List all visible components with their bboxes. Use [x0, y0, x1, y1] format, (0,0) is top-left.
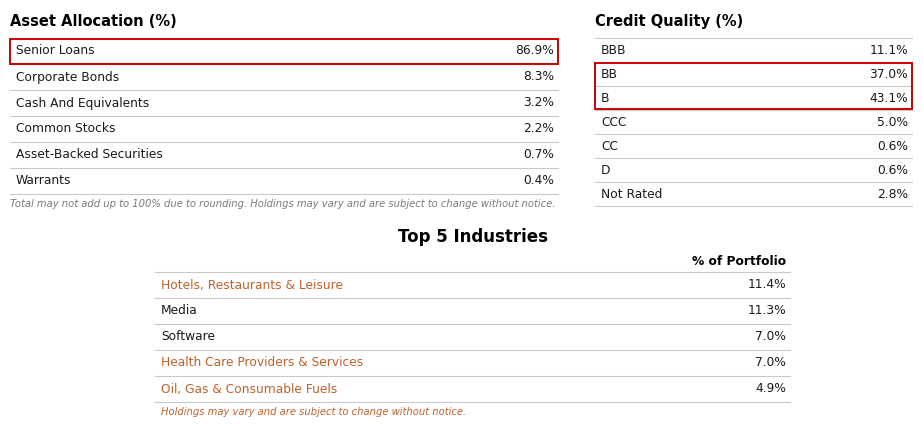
Text: Cash And Equivalents: Cash And Equivalents [16, 97, 150, 109]
Text: 11.3%: 11.3% [748, 304, 786, 318]
Text: Holdings may vary and are subject to change without notice.: Holdings may vary and are subject to cha… [161, 407, 466, 417]
Text: Warrants: Warrants [16, 175, 71, 187]
Text: Senior Loans: Senior Loans [16, 45, 95, 58]
Text: 0.7%: 0.7% [523, 148, 554, 162]
Text: Credit Quality (%): Credit Quality (%) [595, 14, 743, 29]
Text: 2.2%: 2.2% [523, 123, 554, 136]
Text: Corporate Bonds: Corporate Bonds [16, 70, 119, 84]
Bar [595, 63, 912, 109]
Text: 0.6%: 0.6% [877, 164, 908, 176]
Text: BBB: BBB [601, 44, 627, 56]
Text: 0.6%: 0.6% [877, 139, 908, 153]
Bar [10, 39, 558, 64]
Text: Software: Software [161, 330, 215, 343]
Text: Health Care Providers & Services: Health Care Providers & Services [161, 357, 364, 369]
Text: Oil, Gas & Consumable Fuels: Oil, Gas & Consumable Fuels [161, 382, 337, 396]
Text: 43.1%: 43.1% [869, 92, 908, 104]
Text: Asset Allocation (%): Asset Allocation (%) [10, 14, 176, 29]
Text: CCC: CCC [601, 115, 627, 128]
Text: Asset-Backed Securities: Asset-Backed Securities [16, 148, 162, 162]
Text: 3.2%: 3.2% [523, 97, 554, 109]
Text: 37.0%: 37.0% [869, 67, 908, 81]
Text: 2.8%: 2.8% [877, 187, 908, 201]
Text: 11.1%: 11.1% [869, 44, 908, 56]
Text: BB: BB [601, 67, 618, 81]
Text: B: B [601, 92, 609, 104]
Text: Total may not add up to 100% due to rounding. Holdings may vary and are subject : Total may not add up to 100% due to roun… [10, 199, 556, 209]
Text: 7.0%: 7.0% [755, 357, 786, 369]
Text: Not Rated: Not Rated [601, 187, 663, 201]
Text: 11.4%: 11.4% [748, 279, 786, 292]
Text: 7.0%: 7.0% [755, 330, 786, 343]
Text: 8.3%: 8.3% [523, 70, 554, 84]
Text: Media: Media [161, 304, 198, 318]
Text: % of Portfolio: % of Portfolio [692, 255, 786, 268]
Text: 4.9%: 4.9% [755, 382, 786, 396]
Text: Common Stocks: Common Stocks [16, 123, 115, 136]
Text: 5.0%: 5.0% [877, 115, 908, 128]
Text: 0.4%: 0.4% [523, 175, 554, 187]
Text: Hotels, Restaurants & Leisure: Hotels, Restaurants & Leisure [161, 279, 343, 292]
Text: 86.9%: 86.9% [515, 45, 554, 58]
Text: D: D [601, 164, 610, 176]
Text: Top 5 Industries: Top 5 Industries [398, 228, 547, 246]
Text: CC: CC [601, 139, 618, 153]
